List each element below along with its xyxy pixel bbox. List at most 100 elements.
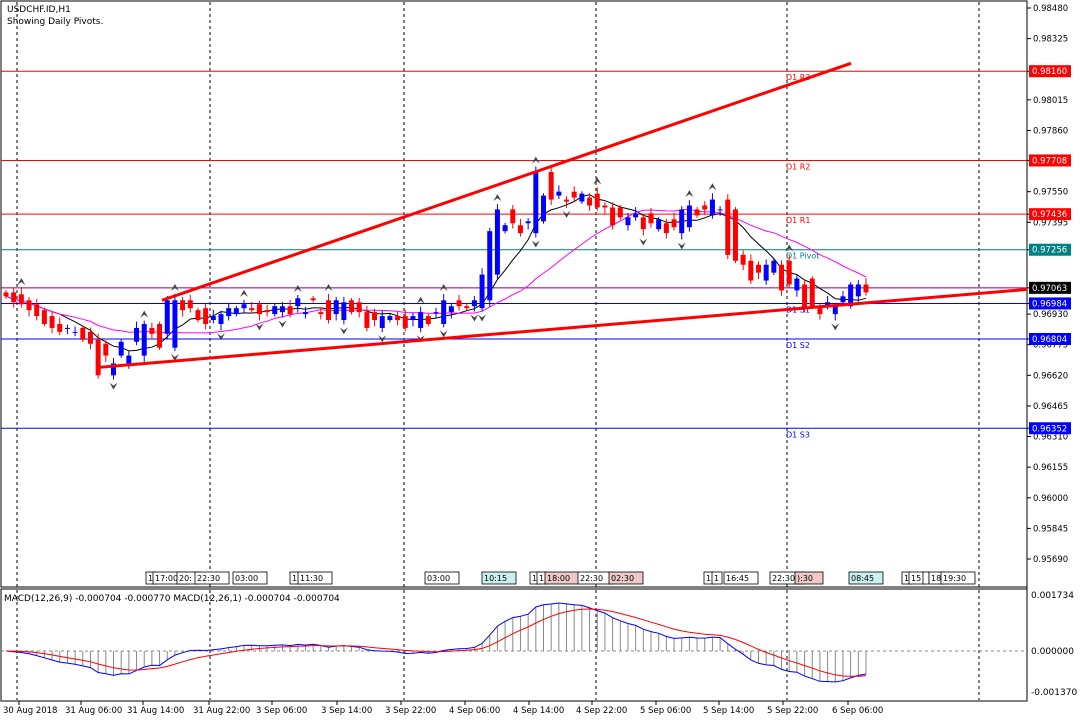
time-tag-text: 1 xyxy=(148,574,153,583)
fractal-up-marker xyxy=(685,190,694,198)
candle-body xyxy=(794,278,800,291)
candle-body xyxy=(356,302,362,313)
candle-body xyxy=(840,296,846,303)
time-tag-text: 17:00 xyxy=(155,574,178,583)
price-tick-label: 0.98480 xyxy=(1033,4,1068,14)
candle-body xyxy=(517,225,523,234)
time-tag-text: 22:30 xyxy=(580,574,603,583)
candle-body xyxy=(663,223,669,234)
time-tag-text: 08:45 xyxy=(851,574,874,583)
fractal-markers xyxy=(17,156,840,390)
fractal-up-marker xyxy=(493,194,502,202)
price-tick-label: 0.97860 xyxy=(1033,126,1068,136)
price-tick-label: 0.96465 xyxy=(1033,402,1068,412)
candle-body xyxy=(494,209,500,275)
level-tag-bg xyxy=(1029,332,1071,345)
fractal-down-marker xyxy=(217,333,225,341)
candle-body xyxy=(502,225,508,232)
time-tag-box xyxy=(922,571,930,585)
candle-body xyxy=(103,343,109,356)
level-label: D1 R1 xyxy=(786,216,810,225)
candle-body xyxy=(541,195,546,222)
level-tag-bg xyxy=(1029,208,1071,221)
candle-body xyxy=(441,300,447,324)
candle-body xyxy=(525,221,531,224)
candle-body xyxy=(18,294,24,305)
price-tick-label: 0.95690 xyxy=(1033,555,1068,565)
level-tag-text: 0.96984 xyxy=(1032,299,1067,309)
candle-body xyxy=(87,331,93,344)
candle-body xyxy=(571,191,577,198)
time-tag-text: 1 xyxy=(714,574,719,583)
time-axis-label: 31 Aug 14:00 xyxy=(127,706,184,716)
vertical-grid xyxy=(16,2,980,700)
time-axis-labels: 30 Aug 2018 31 Aug 06:00 31 Aug 14:00 31 Au… xyxy=(3,701,883,716)
candle-body xyxy=(134,327,140,342)
candle-body xyxy=(464,306,470,309)
chart-subtitle: Showing Daily Pivots. xyxy=(7,17,103,27)
time-tag-text: 03:00 xyxy=(235,574,258,583)
time-tag-box xyxy=(481,571,517,585)
candle-body xyxy=(556,191,562,196)
candle-body xyxy=(203,308,209,324)
candle-body xyxy=(341,302,347,321)
candle-body xyxy=(264,310,270,313)
level-tag-text: 0.96352 xyxy=(1032,424,1067,434)
candle-body xyxy=(302,312,308,315)
price-tick-label: 0.96930 xyxy=(1033,310,1068,320)
candle-body xyxy=(364,312,370,328)
fractal-up-marker xyxy=(708,183,717,191)
candle-body xyxy=(195,310,201,321)
level-tag-text: 0.98160 xyxy=(1032,67,1067,77)
candle-body xyxy=(310,298,316,301)
time-axis-label: 30 Aug 2018 xyxy=(3,706,57,716)
candle-body xyxy=(95,339,101,376)
candle-body xyxy=(510,209,516,224)
candle-body xyxy=(610,207,616,226)
candle-body xyxy=(402,316,408,328)
macd-tick-zero: 0.000000 xyxy=(1031,647,1074,657)
time-tag-text: 18:00 xyxy=(547,574,570,583)
time-tag-box xyxy=(848,571,884,585)
upper-trendline xyxy=(161,61,852,302)
candle-body xyxy=(379,316,385,328)
candle-body xyxy=(395,316,401,321)
time-tag-text: 18 xyxy=(931,574,941,583)
candle-body xyxy=(256,304,262,315)
candle-body xyxy=(410,316,416,321)
time-tag-box xyxy=(940,571,976,585)
candle-body xyxy=(118,341,124,356)
fractal-up-marker xyxy=(324,283,333,291)
candle-body xyxy=(548,171,554,200)
fractal-up-marker xyxy=(240,289,249,297)
fractal-up-marker xyxy=(785,244,794,252)
level-tag-bg xyxy=(1029,243,1071,256)
candle-body xyxy=(287,306,293,315)
candle-body xyxy=(349,300,355,313)
time-tag-text: 16:45 xyxy=(726,574,749,583)
time-axis-label: 4 Sep 14:00 xyxy=(513,706,564,716)
candle-body xyxy=(241,304,247,309)
fractal-down-marker xyxy=(109,382,118,390)
time-tag-text: 19:30 xyxy=(943,574,966,583)
candle-body xyxy=(64,327,70,329)
candle-body xyxy=(425,316,431,324)
time-tag-box xyxy=(723,571,759,585)
time-tag-box xyxy=(711,571,723,585)
fractal-down-marker xyxy=(639,238,648,246)
candle-body xyxy=(648,213,654,224)
time-tag-text: ):30 xyxy=(797,574,813,583)
time-axis-label: 4 Sep 22:00 xyxy=(576,706,627,716)
candle-body xyxy=(180,300,186,311)
candle-body xyxy=(694,209,700,216)
candle-body xyxy=(72,331,78,333)
time-tag-text: 1 xyxy=(532,574,537,583)
fractal-down-marker xyxy=(562,210,571,218)
candle-body xyxy=(326,300,331,321)
candle-body xyxy=(809,278,815,307)
time-tags: 1 17:00 20: 22:30 03:00 1 11:30 03:00 10:15 1 1 18:… xyxy=(145,571,976,585)
candle-body xyxy=(679,209,685,234)
